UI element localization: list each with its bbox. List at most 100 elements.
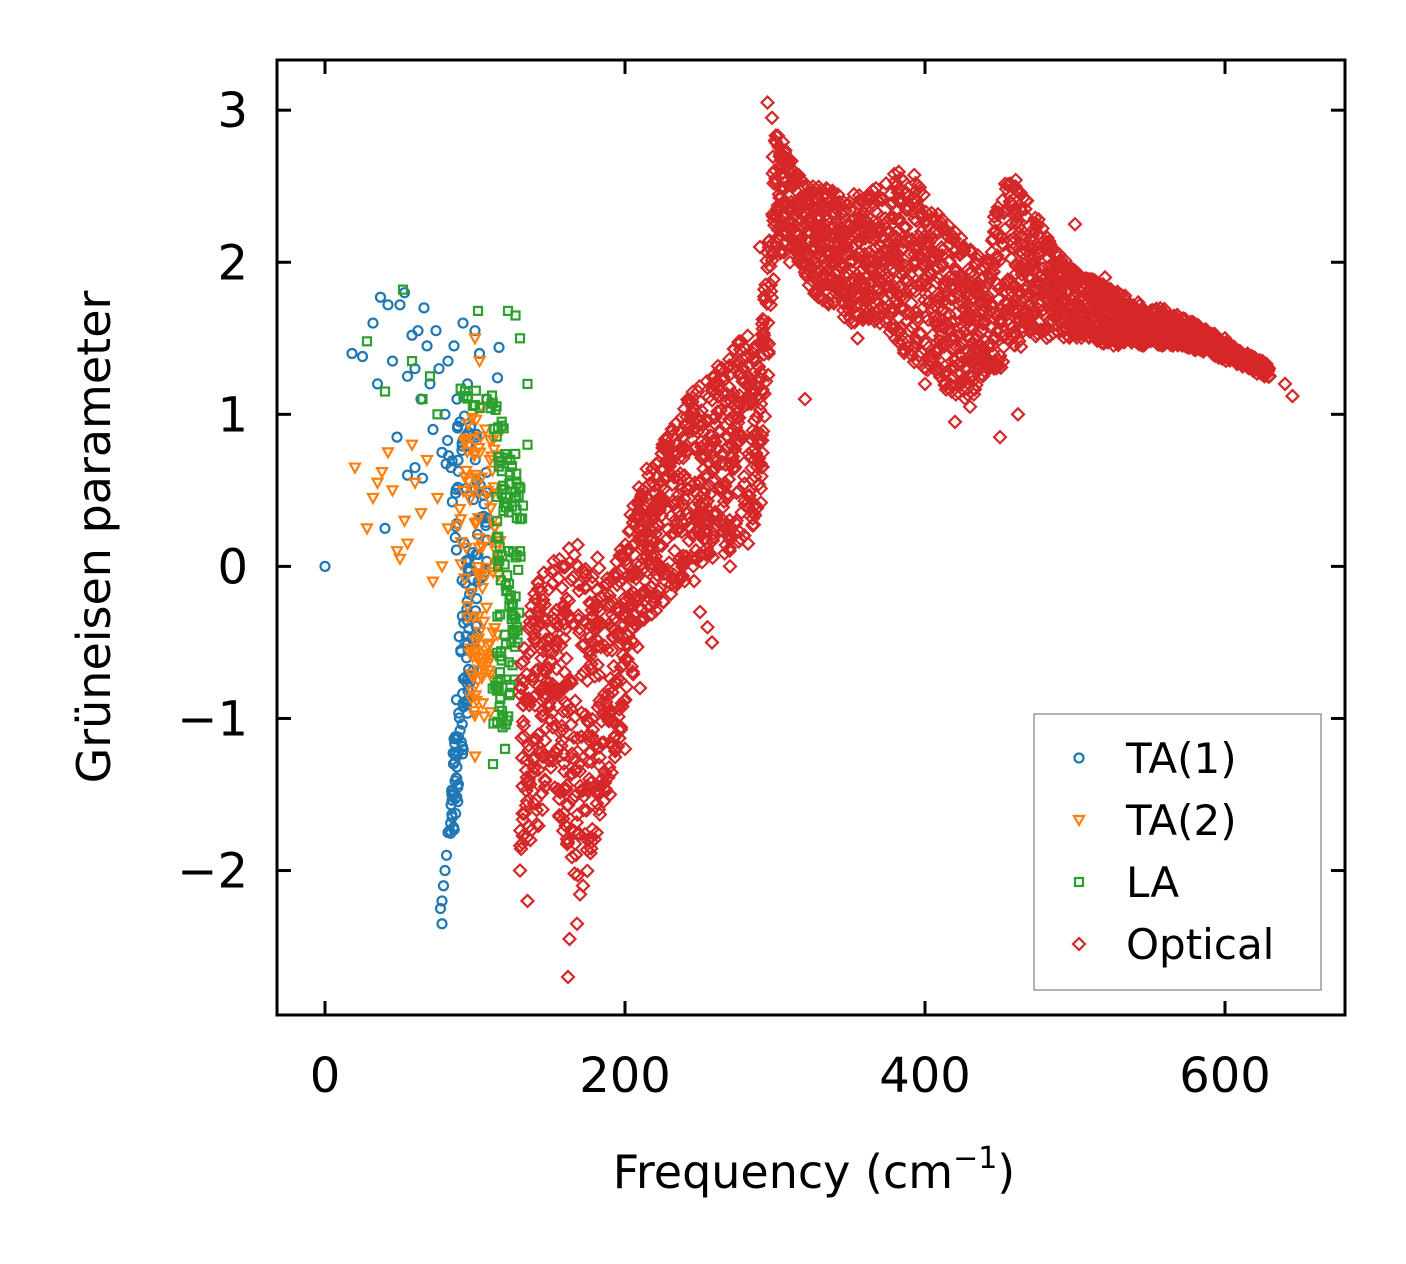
data-point (648, 571, 664, 587)
data-point (535, 592, 551, 608)
data-point (1084, 271, 1100, 287)
data-point (714, 409, 730, 426)
data-point (464, 669, 479, 682)
data-point (696, 461, 712, 477)
data-point (468, 690, 483, 703)
data-point (1144, 326, 1160, 342)
data-point (875, 298, 891, 314)
data-point (435, 561, 449, 574)
data-point (755, 311, 771, 327)
legend-frame (1033, 713, 1322, 991)
data-point (564, 849, 580, 865)
data-point (1072, 290, 1088, 307)
data-point (936, 288, 953, 304)
data-point (604, 684, 620, 700)
data-point (568, 847, 584, 863)
data-point (491, 516, 503, 527)
data-point (707, 507, 724, 523)
data-point (621, 612, 637, 628)
data-point (604, 765, 620, 781)
data-point (767, 133, 783, 149)
data-point (828, 214, 844, 230)
data-point (935, 242, 951, 258)
data-point (894, 242, 910, 258)
data-point (770, 229, 786, 245)
data-point (1030, 211, 1047, 228)
data-point (906, 167, 922, 183)
data-point (537, 779, 553, 795)
data-point (469, 454, 481, 466)
series-optical (512, 95, 1301, 985)
data-point (515, 654, 531, 670)
data-point (842, 261, 858, 277)
data-point (442, 355, 454, 367)
data-point (654, 446, 670, 462)
data-point (647, 595, 663, 611)
data-point (648, 521, 664, 537)
data-point (895, 193, 911, 209)
data-point (604, 703, 620, 719)
data-point (817, 185, 834, 201)
data-point (877, 254, 893, 270)
data-point (935, 334, 951, 350)
data-point (464, 587, 478, 601)
data-point (564, 746, 580, 762)
data-point (685, 389, 701, 405)
data-point (453, 712, 466, 724)
data-point (1016, 189, 1032, 206)
data-point (601, 587, 618, 604)
data-point (603, 573, 619, 590)
data-point (1027, 210, 1043, 226)
data-point (745, 517, 761, 534)
data-point (1221, 352, 1237, 368)
data-point (436, 918, 448, 930)
data-point (526, 796, 542, 812)
data-point (889, 323, 905, 339)
data-point (667, 543, 683, 559)
data-point (504, 467, 515, 478)
data-point (1022, 270, 1038, 286)
data-point (576, 579, 592, 596)
data-point (815, 200, 831, 216)
data-point (600, 687, 616, 703)
data-point (503, 545, 514, 557)
data-point (584, 728, 600, 744)
data-point (519, 893, 536, 909)
data-point (426, 576, 440, 589)
data-point (545, 682, 561, 698)
data-point (741, 376, 757, 392)
data-point (552, 784, 568, 800)
data-point (666, 567, 682, 583)
data-point (618, 579, 634, 595)
data-point (496, 646, 507, 657)
data-point (557, 621, 574, 638)
data-point (953, 354, 970, 370)
data-point (449, 807, 462, 820)
data-point (997, 283, 1013, 299)
data-point (865, 289, 881, 305)
data-point (707, 409, 724, 425)
data-point (842, 246, 858, 262)
data-point (687, 475, 703, 491)
data-point (1012, 228, 1029, 244)
data-point (908, 243, 924, 259)
data-point (356, 350, 369, 363)
data-point (982, 360, 998, 376)
data-point (499, 743, 511, 754)
data-point (737, 341, 753, 357)
data-point (678, 501, 694, 517)
data-point (472, 626, 487, 640)
data-point (468, 469, 483, 483)
data-point (391, 431, 403, 443)
data-point (801, 184, 817, 200)
data-point (578, 561, 594, 577)
data-point (693, 498, 709, 514)
data-point (861, 244, 877, 260)
data-point (754, 382, 770, 398)
data-point (1028, 286, 1045, 302)
data-point (996, 205, 1012, 221)
data-point (445, 461, 457, 474)
data-point (986, 264, 1002, 280)
data-point (516, 805, 533, 822)
data-point (772, 180, 788, 196)
